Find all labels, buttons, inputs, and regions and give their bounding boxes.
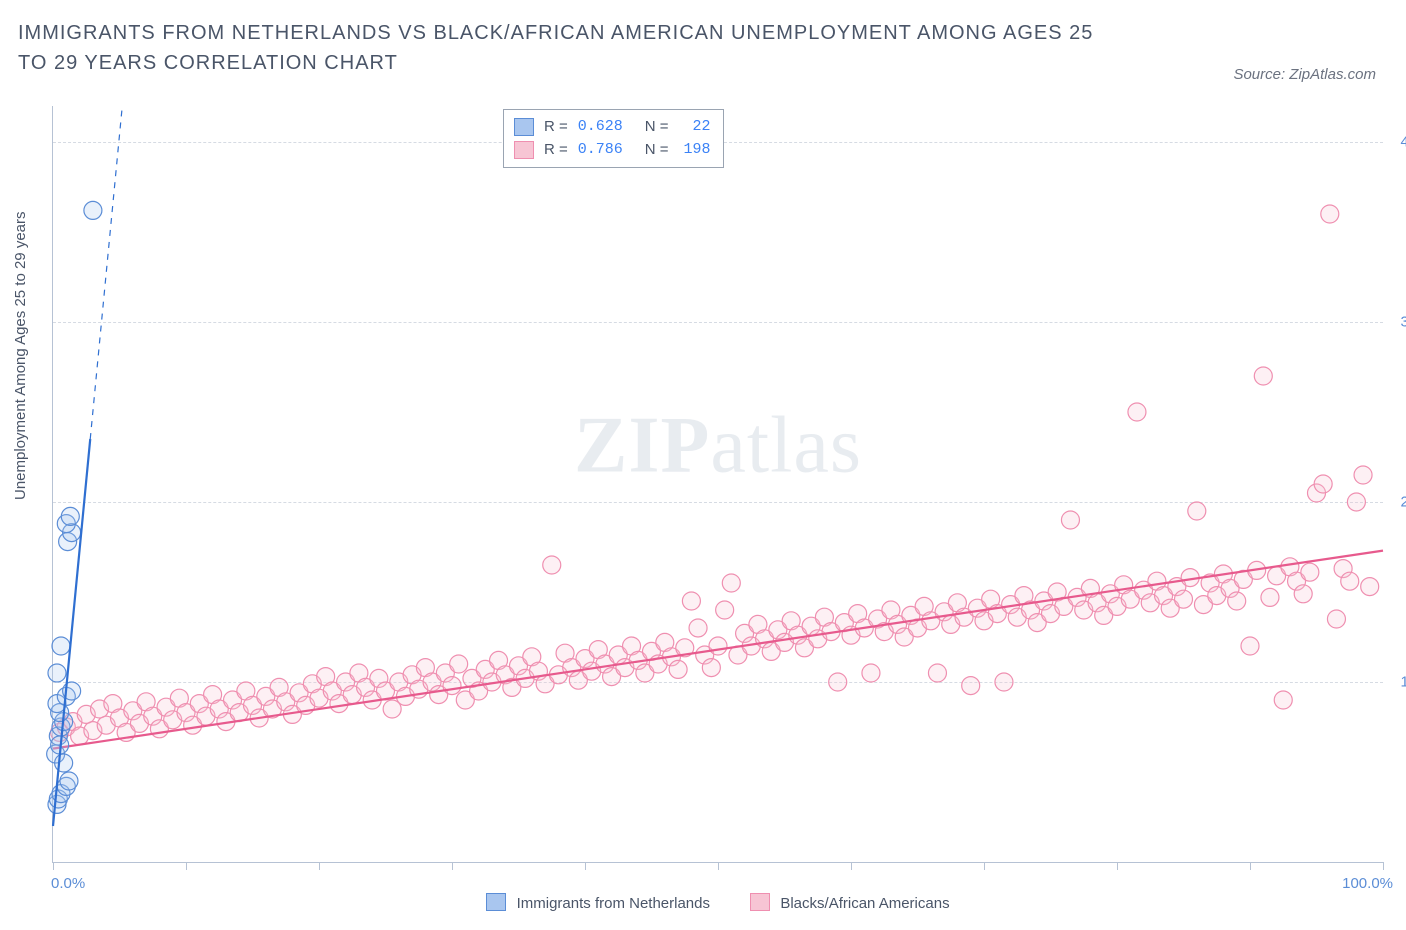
- ytick-label: 10.0%: [1389, 674, 1406, 691]
- xtick: [1250, 862, 1251, 870]
- swatch-series-0: [514, 118, 534, 136]
- xtick: [984, 862, 985, 870]
- xtick: [319, 862, 320, 870]
- series-0-name: Immigrants from Netherlands: [517, 895, 710, 912]
- n-value-0: 22: [679, 116, 711, 139]
- n-label: N =: [645, 139, 669, 162]
- xtick-0: 0.0%: [51, 875, 85, 892]
- r-value-0: 0.628: [578, 116, 623, 139]
- swatch-series-1: [514, 141, 534, 159]
- y-axis-label: Unemployment Among Ages 25 to 29 years: [12, 211, 29, 500]
- r-label: R =: [544, 116, 568, 139]
- xtick: [186, 862, 187, 870]
- series-1-name: Blacks/African Americans: [780, 895, 949, 912]
- source-label: Source: ZipAtlas.com: [1233, 66, 1376, 83]
- xtick: [718, 862, 719, 870]
- n-label: N =: [645, 116, 669, 139]
- n-value-1: 198: [679, 139, 711, 162]
- chart-title: IMMIGRANTS FROM NETHERLANDS VS BLACK/AFR…: [18, 18, 1118, 78]
- xtick: [452, 862, 453, 870]
- swatch-series-0: [486, 893, 506, 911]
- ytick-label: 40.0%: [1389, 134, 1406, 151]
- legend-correlation: R = 0.628 N = 22 R = 0.786 N = 198: [503, 109, 724, 168]
- xtick: [1117, 862, 1118, 870]
- xtick: [851, 862, 852, 870]
- xtick: [1383, 862, 1384, 870]
- legend-series: Immigrants from Netherlands Blacks/Afric…: [53, 893, 1383, 912]
- r-value-1: 0.786: [578, 139, 623, 162]
- ytick-label: 30.0%: [1389, 314, 1406, 331]
- xtick: [53, 862, 54, 870]
- scatter-svg: [53, 106, 1383, 862]
- legend-row-series-1: R = 0.786 N = 198: [514, 139, 711, 162]
- swatch-series-1: [750, 893, 770, 911]
- legend-row-series-0: R = 0.628 N = 22: [514, 116, 711, 139]
- plot-area: ZIPatlas R = 0.628 N = 22 R = 0.786 N = …: [52, 106, 1383, 863]
- xtick: [585, 862, 586, 870]
- r-label: R =: [544, 139, 568, 162]
- ytick-label: 20.0%: [1389, 494, 1406, 511]
- xtick-100: 100.0%: [1342, 875, 1393, 892]
